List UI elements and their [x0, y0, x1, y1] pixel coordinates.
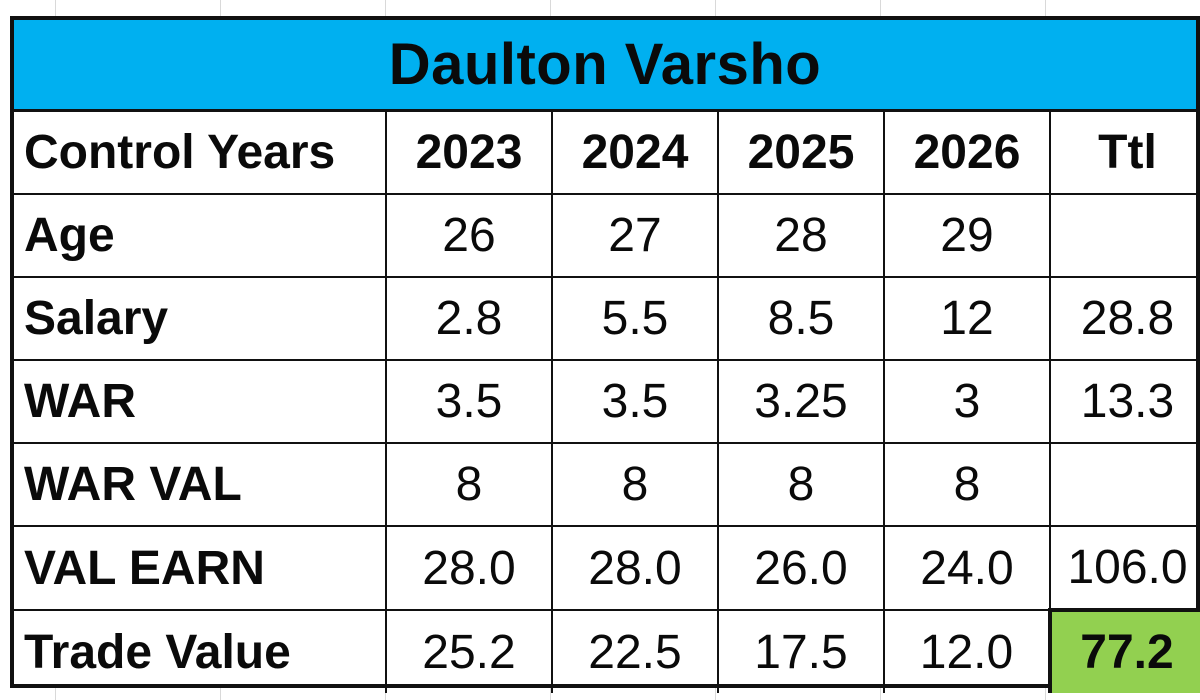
table-cell[interactable]: 22.5	[551, 609, 719, 693]
row-val-earn: VAL EARN 28.0 28.0 26.0 24.0 106.0	[14, 525, 1200, 611]
table-cell[interactable]: 8	[717, 442, 885, 527]
row-age: Age 26 27 28 29	[14, 193, 1200, 278]
table-cell[interactable]: 12.0	[883, 609, 1051, 693]
table-cell[interactable]: 8	[385, 442, 553, 527]
trade-value-total-cell[interactable]: 77.2	[1048, 608, 1200, 693]
row-label[interactable]: WAR VAL	[14, 442, 387, 527]
table-cell[interactable]: 28.0	[551, 525, 719, 611]
table-cell[interactable]: 5.5	[551, 276, 719, 361]
table-cell[interactable]: 25.2	[385, 609, 553, 693]
row-salary: Salary 2.8 5.5 8.5 12 28.8	[14, 276, 1200, 361]
table-cell[interactable]: 3.5	[385, 359, 553, 444]
total-cell[interactable]	[1049, 442, 1200, 527]
header-year[interactable]: 2025	[717, 112, 885, 195]
total-cell[interactable]: 106.0	[1049, 525, 1200, 611]
row-label[interactable]: WAR	[14, 359, 387, 444]
table-cell[interactable]: 3.25	[717, 359, 885, 444]
table-cell[interactable]: 17.5	[717, 609, 885, 693]
table-header-row: Control Years 2023 2024 2025 2026 Ttl	[14, 112, 1200, 195]
table-cell[interactable]: 3.5	[551, 359, 719, 444]
row-war: WAR 3.5 3.5 3.25 3 13.3	[14, 359, 1200, 444]
table-cell[interactable]: 3	[883, 359, 1051, 444]
row-war-val: WAR VAL 8 8 8 8	[14, 442, 1200, 527]
total-cell[interactable]	[1049, 193, 1200, 278]
header-year[interactable]: 2023	[385, 112, 553, 195]
table-cell[interactable]: 28	[717, 193, 885, 278]
row-trade-value: Trade Value 25.2 22.5 17.5 12.0 77.2	[14, 608, 1200, 693]
table-cell[interactable]: 26	[385, 193, 553, 278]
row-label[interactable]: VAL EARN	[14, 525, 387, 611]
table-cell[interactable]: 8.5	[717, 276, 885, 361]
table-cell[interactable]: 29	[883, 193, 1051, 278]
total-cell[interactable]: 28.8	[1049, 276, 1200, 361]
table-cell[interactable]: 24.0	[883, 525, 1051, 611]
table-cell[interactable]: 26.0	[717, 525, 885, 611]
row-label[interactable]: Salary	[14, 276, 387, 361]
table-cell[interactable]: 2.8	[385, 276, 553, 361]
table-cell[interactable]: 27	[551, 193, 719, 278]
header-year[interactable]: 2026	[883, 112, 1051, 195]
row-label[interactable]: Age	[14, 193, 387, 278]
player-value-card: Daulton Varsho Control Years 2023 2024 2…	[10, 16, 1200, 693]
player-name-title: Daulton Varsho	[14, 20, 1196, 112]
row-label[interactable]: Trade Value	[14, 609, 387, 693]
header-control-years[interactable]: Control Years	[14, 112, 387, 195]
table-cell[interactable]: 8	[883, 442, 1051, 527]
header-year[interactable]: 2024	[551, 112, 719, 195]
total-cell[interactable]: 13.3	[1049, 359, 1200, 444]
header-total[interactable]: Ttl	[1049, 112, 1200, 195]
table-cell[interactable]: 12	[883, 276, 1051, 361]
table-cell[interactable]: 8	[551, 442, 719, 527]
control-years-table: Control Years 2023 2024 2025 2026 Ttl Ag…	[14, 112, 1200, 693]
table-cell[interactable]: 28.0	[385, 525, 553, 611]
